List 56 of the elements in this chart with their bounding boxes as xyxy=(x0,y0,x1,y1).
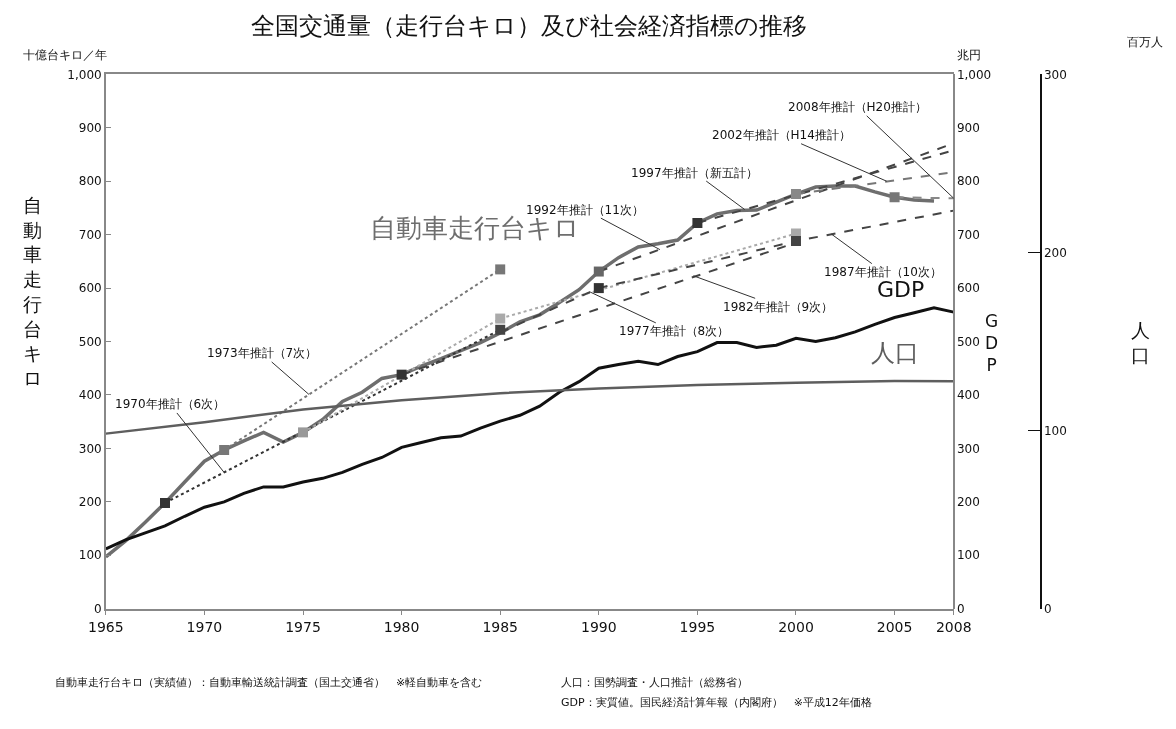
x-tick-label: 1990 xyxy=(580,619,617,636)
y3-tick-label: 100 xyxy=(1043,423,1067,438)
annotation: 1977年推計（8次） xyxy=(619,324,730,338)
x-tick-label: 1970 xyxy=(186,619,223,636)
y-tick-label: 700 xyxy=(78,227,102,242)
x-tick-label: 2005 xyxy=(876,619,913,636)
series-label: 人口 xyxy=(871,339,919,367)
y3-axis-title: 人口 xyxy=(1131,319,1150,366)
y2-tick-label: 200 xyxy=(956,495,980,510)
text: 自動車走行台キロ（実績値）：自動車輸送統計調査（国土交通省） ※軽自動車を含む xyxy=(55,676,483,689)
y2-axis-title: GDP xyxy=(985,311,999,376)
y-tick-label: 0 xyxy=(94,601,102,616)
y-tick-label: 100 xyxy=(78,548,102,563)
text: 十億台キロ／年 xyxy=(23,48,107,62)
y2-tick-label: 800 xyxy=(956,174,980,189)
y2-tick-label: 0 xyxy=(956,601,965,616)
annotation: 1987年推計（10次） xyxy=(824,265,942,279)
annotation: 2002年推計（H14推計） xyxy=(712,128,851,142)
x-tick-label: 1995 xyxy=(679,619,716,636)
annotation: 2008年推計（H20推計） xyxy=(788,100,927,114)
y-tick-label: 500 xyxy=(78,334,102,349)
y3-tick-label: 200 xyxy=(1043,245,1067,260)
y-axis-title: 自動車走行台キロ xyxy=(23,194,42,389)
x-tick-label: 1980 xyxy=(383,619,420,636)
y-tick-label: 600 xyxy=(78,281,102,296)
x-tick-label: 1985 xyxy=(482,619,519,636)
chart-title: 全国交通量（走行台キロ）及び社会経済指標の推移 xyxy=(251,11,808,40)
x-tick-label: 1965 xyxy=(88,619,124,636)
y-tick-label: 300 xyxy=(78,441,102,456)
y3-tick-label: 300 xyxy=(1043,67,1067,82)
x-tick-label: 2000 xyxy=(778,619,814,636)
y-tick-label: 1,000 xyxy=(67,67,102,82)
y2-tick-label: 600 xyxy=(956,281,980,296)
y2-tick-label: 900 xyxy=(956,121,980,135)
annotation: 1982年推計（9次） xyxy=(723,300,834,314)
annotation: 1970年推計（6次） xyxy=(115,397,226,411)
x-tick-label: 1975 xyxy=(285,619,321,636)
text: 兆円 xyxy=(957,48,981,62)
y-tick-label: 200 xyxy=(78,495,102,510)
annotation: 1973年推計（7次） xyxy=(207,346,318,360)
series-label: GDP xyxy=(877,277,925,302)
y2-tick-label: 400 xyxy=(956,388,980,403)
y2-tick-label: 300 xyxy=(956,441,980,456)
annotation: 1997年推計（新五計） xyxy=(631,166,758,180)
y-tick-label: 400 xyxy=(78,388,102,403)
y2-tick-label: 500 xyxy=(956,334,980,349)
y2-tick-label: 1,000 xyxy=(956,67,992,82)
y2-tick-label: 700 xyxy=(956,227,980,242)
text: 百万人 xyxy=(1127,35,1163,49)
text: GDP：実質値。国民経済計算年報（内閣府） ※平成12年価格 xyxy=(561,696,872,709)
y3-tick-label: 0 xyxy=(1043,601,1052,616)
y2-tick-label: 100 xyxy=(956,548,980,563)
x-tick-label: 2008 xyxy=(935,619,972,636)
text: 人口：国勢調査・人口推計（総務省） xyxy=(561,676,748,689)
y-tick-label: 900 xyxy=(78,121,102,135)
y-tick-label: 800 xyxy=(78,174,102,189)
